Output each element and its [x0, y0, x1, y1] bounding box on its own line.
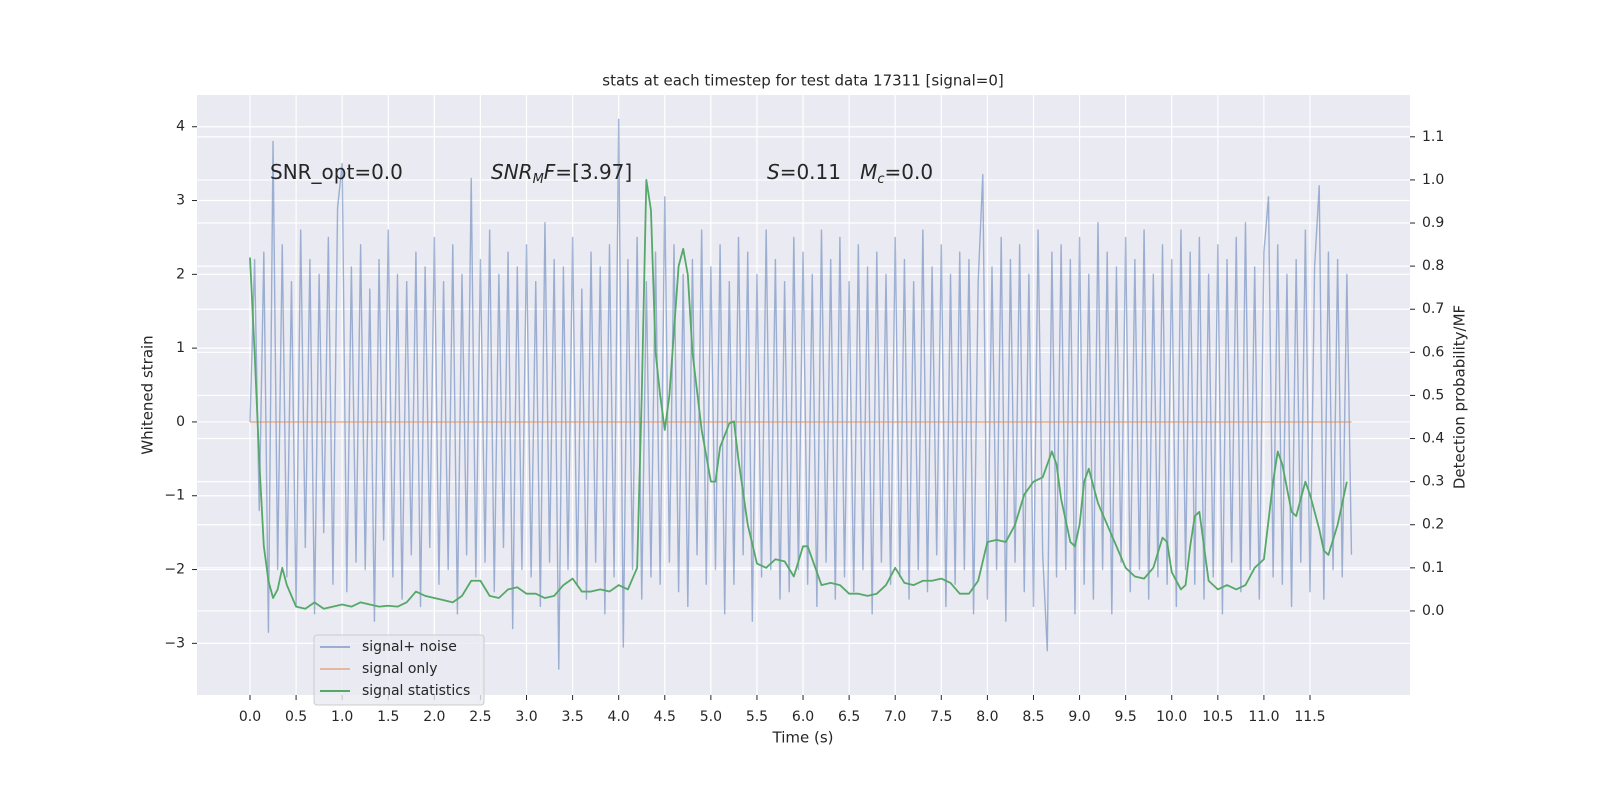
x-tick-label: 11.5: [1294, 709, 1325, 725]
annotation-part: M: [860, 160, 877, 184]
legend-label: signal only: [362, 661, 437, 677]
y-axis-label: Whitened strain: [139, 335, 157, 454]
x-tick-label: 7.5: [930, 709, 952, 725]
x-tick-label: 1.0: [331, 709, 353, 725]
y2-tick-label: 0.2: [1422, 517, 1444, 533]
annotation-part: F: [544, 160, 556, 184]
y2-tick-label: 0.0: [1422, 603, 1444, 619]
legend-label: signal statistics: [362, 683, 470, 699]
annotation-part: =0.11: [780, 160, 860, 184]
x-tick-label: 5.5: [746, 709, 768, 725]
x-tick-label: 7.0: [884, 709, 906, 725]
y2-tick-label: 0.8: [1422, 258, 1444, 274]
chart-title: stats at each timestep for test data 173…: [602, 72, 1003, 90]
x-tick-label: 3.0: [515, 709, 537, 725]
y2-tick-label: 0.1: [1422, 560, 1444, 576]
legend-label: signal+ noise: [362, 639, 457, 655]
x-tick-label: 10.5: [1202, 709, 1233, 725]
annotation: SNR_opt=0.0: [270, 160, 403, 184]
x-tick-label: 10.0: [1156, 709, 1187, 725]
annotation-part: =[3.97]: [555, 160, 632, 184]
annotation-part: M: [533, 172, 544, 187]
y-tick-label: 2: [176, 266, 185, 282]
x-tick-label: 9.5: [1115, 709, 1137, 725]
x-tick-label: 0.5: [285, 709, 307, 725]
y2-tick-label: 1.1: [1422, 129, 1444, 145]
x-tick-label: 8.0: [976, 709, 998, 725]
y-tick-label: 4: [176, 119, 185, 135]
x-tick-label: 6.0: [792, 709, 814, 725]
x-tick-label: 1.5: [377, 709, 399, 725]
annotation-part: c: [877, 172, 884, 187]
annotation: S=0.11 Mc=0.0: [767, 160, 933, 187]
y2-tick-label: 1.0: [1422, 172, 1444, 188]
y-tick-label: −3: [164, 635, 185, 651]
y-tick-label: 1: [176, 340, 185, 356]
annotation-part: SNR: [491, 160, 533, 184]
y2-tick-label: 0.5: [1422, 387, 1444, 403]
series-line: [249, 179, 1348, 610]
y2-tick-label: 0.6: [1422, 344, 1444, 360]
y2-tick-label: 0.7: [1422, 301, 1444, 317]
y-tick-label: 0: [176, 414, 185, 430]
series-line: [249, 118, 1353, 670]
x-tick-label: 5.0: [700, 709, 722, 725]
y-tick-label: −1: [164, 488, 185, 504]
x-tick-label: 2.0: [423, 709, 445, 725]
x-tick-label: 4.0: [608, 709, 630, 725]
legend-box: [313, 634, 485, 706]
x-tick-label: 2.5: [469, 709, 491, 725]
x-axis-label: Time (s): [772, 729, 834, 747]
y2-axis-label: Detection probability/MF: [1451, 305, 1469, 489]
x-tick-label: 11.0: [1248, 709, 1279, 725]
annotation: SNRMF=[3.97]: [491, 160, 632, 187]
x-tick-label: 4.5: [654, 709, 676, 725]
x-tick-label: 0.0: [239, 709, 261, 725]
annotation-part: S: [767, 160, 780, 184]
legend: signal+ noise signal only signal statistic…: [313, 634, 485, 706]
annotation-part: =0.0: [885, 160, 934, 184]
x-tick-label: 6.5: [838, 709, 860, 725]
x-tick-label: 8.5: [1022, 709, 1044, 725]
y2-tick-label: 0.4: [1422, 431, 1444, 447]
y2-tick-label: 0.9: [1422, 215, 1444, 231]
x-tick-label: 9.0: [1068, 709, 1090, 725]
y-tick-label: −2: [164, 562, 185, 578]
x-tick-label: 3.5: [561, 709, 583, 725]
y2-tick-label: 0.3: [1422, 474, 1444, 490]
annotation-part: SNR_opt=0.0: [270, 160, 403, 184]
y-tick-label: 3: [176, 193, 185, 209]
